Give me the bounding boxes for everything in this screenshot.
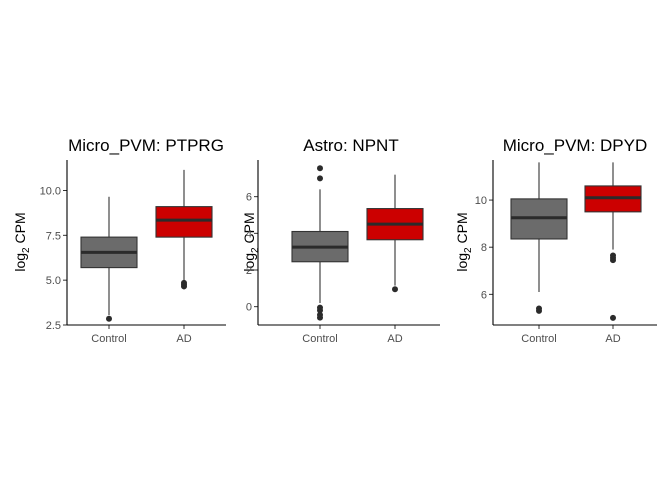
box-ad [155,206,213,238]
panel-title: Micro_PVM: PTPRG [68,136,224,155]
y-tick-label: 8 [481,242,487,254]
y-tick-label: 6 [246,192,252,204]
y-axis-label: log2 CPM [12,212,32,271]
x-tick-label: Control [91,333,126,345]
outlier-point [317,175,323,182]
panel-title: Micro_PVM: DPYD [503,136,648,155]
y-tick-label: 0 [246,302,252,314]
outlier-point [392,286,398,293]
outlier-point [181,279,187,286]
x-tick-label: Control [521,333,556,345]
y-axis-label: log2 CPM [241,212,261,271]
outlier-point [536,305,542,312]
y-axis-label: log2 CPM [454,212,474,271]
x-tick-label: AD [176,333,191,345]
y-tick-label: 4 [246,228,252,240]
outlier-point [610,314,616,321]
panel-npnt: Astro: NPNT log2 CPM 0 2 4 6 Control AD [241,136,440,345]
outlier-point [106,315,112,322]
y-tick-label: 2.5 [46,320,61,332]
y-tick-label: 6 [481,289,487,301]
panel-ptprg: Micro_PVM: PTPRG log2 CPM 2.5 5.0 7.5 10.0 C… [12,136,226,345]
x-tick-label: Control [302,333,337,345]
panel-dpyd: Micro_PVM: DPYD log2 CPM 6 8 10 Control AD [454,136,657,345]
y-tick-label: 7.5 [46,230,61,242]
outlier-point [317,165,323,172]
y-tick-label: 10 [475,195,487,207]
y-tick-label: 2 [246,265,252,277]
outlier-point [610,252,616,259]
y-tick-label: 5.0 [46,275,61,287]
y-tick-label: 10.0 [40,185,61,197]
x-tick-label: AD [387,333,402,345]
panel-title: Astro: NPNT [303,136,398,155]
outlier-point [317,311,323,318]
x-tick-label: AD [605,333,620,345]
outlier-point [317,304,323,311]
